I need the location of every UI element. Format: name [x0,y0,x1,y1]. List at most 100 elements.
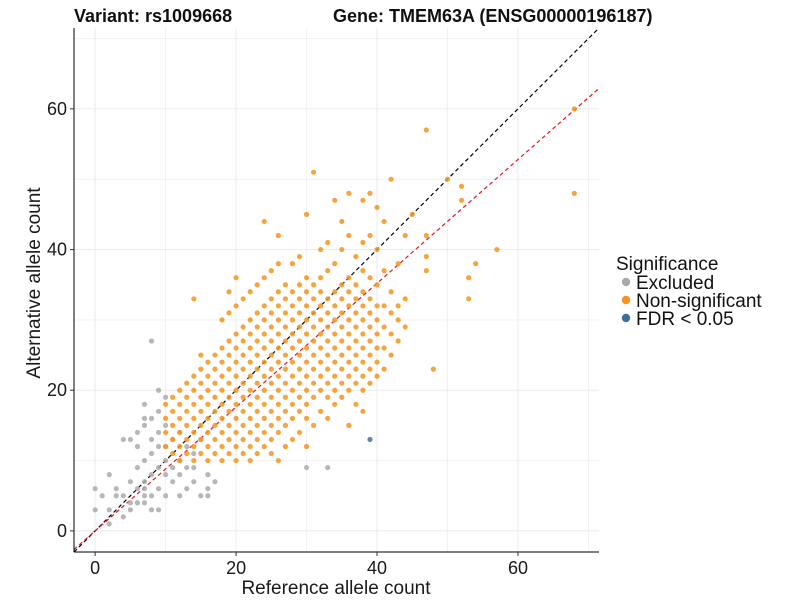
data-point-excluded [141,422,148,428]
data-point-non-significant [360,268,366,274]
data-point-non-significant [226,408,232,414]
data-point-non-significant [332,261,338,267]
data-point-non-significant [289,289,296,295]
data-point-non-significant [261,387,267,393]
data-point-non-significant [318,275,324,281]
data-point-non-significant [303,303,310,309]
data-point-non-significant [473,261,479,267]
data-point-non-significant [247,415,253,421]
data-point-non-significant [318,408,324,414]
data-point-non-significant [374,359,380,365]
data-point-non-significant [254,422,260,428]
y-tick-label: 20 [47,380,67,400]
data-point-non-significant [205,457,211,464]
data-point-non-significant [395,317,401,323]
data-point-non-significant [325,296,331,302]
axes [73,28,599,553]
data-point-excluded [163,394,169,400]
data-point-non-significant [374,282,380,288]
data-point-non-significant [332,197,338,203]
data-point-non-significant [346,422,352,428]
data-point-non-significant [388,289,394,295]
data-point-non-significant [226,450,232,457]
data-point-non-significant [289,261,296,267]
data-point-non-significant [325,239,331,246]
data-point-non-significant [205,443,211,450]
data-point-non-significant [360,239,366,246]
data-point-non-significant [310,394,317,400]
data-point-excluded [141,486,148,492]
data-point-non-significant [381,366,387,372]
data-point-non-significant [170,436,176,443]
data-point-non-significant [226,338,232,344]
data-point-excluded [163,422,169,428]
data-point-non-significant [346,190,352,196]
data-point-non-significant [212,394,218,400]
data-point-excluded [134,464,141,471]
data-point-excluded [205,486,211,492]
data-point-non-significant [367,275,373,281]
data-point-non-significant [205,359,211,365]
data-point-non-significant [184,394,190,400]
data-point-excluded [325,464,331,471]
data-point-excluded [99,493,105,499]
data-point-non-significant [268,394,274,400]
data-point-non-significant [374,317,380,323]
data-point-non-significant [303,401,310,407]
data-point-non-significant [275,387,281,393]
data-point-non-significant [282,394,289,400]
data-point-excluded [120,514,126,520]
data-point-excluded [141,401,148,407]
data-point-non-significant [374,246,380,253]
data-point-non-significant [360,408,366,414]
data-point-excluded [155,486,162,492]
data-point-excluded [163,457,169,464]
data-point-non-significant [282,380,289,386]
data-point-non-significant [289,415,296,421]
data-point-non-significant [268,366,274,372]
data-point-non-significant [268,422,274,428]
data-point-non-significant [254,380,260,386]
data-point-non-significant [430,366,436,372]
data-point-non-significant [325,366,331,372]
data-point-non-significant [198,450,204,457]
data-point-non-significant [310,310,317,316]
data-point-non-significant [191,429,197,436]
data-point-excluded [92,486,98,492]
data-point-non-significant [289,303,296,309]
data-point-excluded [155,429,162,436]
data-point-non-significant [332,345,338,351]
data-point-non-significant [318,317,324,323]
data-point-non-significant [219,317,225,323]
data-point-non-significant [275,303,281,309]
data-point-non-significant [261,429,267,436]
data-point-non-significant [282,352,289,358]
data-point-non-significant [381,345,387,351]
data-point-non-significant [247,457,253,464]
data-point-non-significant [318,289,324,295]
data-point-excluded [141,479,148,485]
x-tick-label: 20 [226,558,246,578]
data-point-non-significant [571,106,577,112]
data-point-non-significant [346,232,352,239]
data-point-non-significant [261,303,267,309]
data-point-non-significant [360,197,366,203]
data-point-non-significant [346,387,352,393]
data-point-non-significant [233,345,239,351]
data-point-non-significant [310,282,317,288]
data-point-non-significant [261,373,267,379]
data-point-excluded [141,457,148,464]
data-point-non-significant [310,338,317,344]
data-point-non-significant [325,268,331,274]
data-point-non-significant [318,345,324,351]
data-point-non-significant [268,352,274,358]
data-point-non-significant [275,232,281,239]
data-point-excluded [184,464,190,471]
data-point-non-significant [332,331,338,337]
data-point-non-significant [191,457,197,464]
data-point-non-significant [296,282,303,288]
data-point-non-significant [198,394,204,400]
data-points [92,106,577,527]
data-point-non-significant [367,324,373,330]
